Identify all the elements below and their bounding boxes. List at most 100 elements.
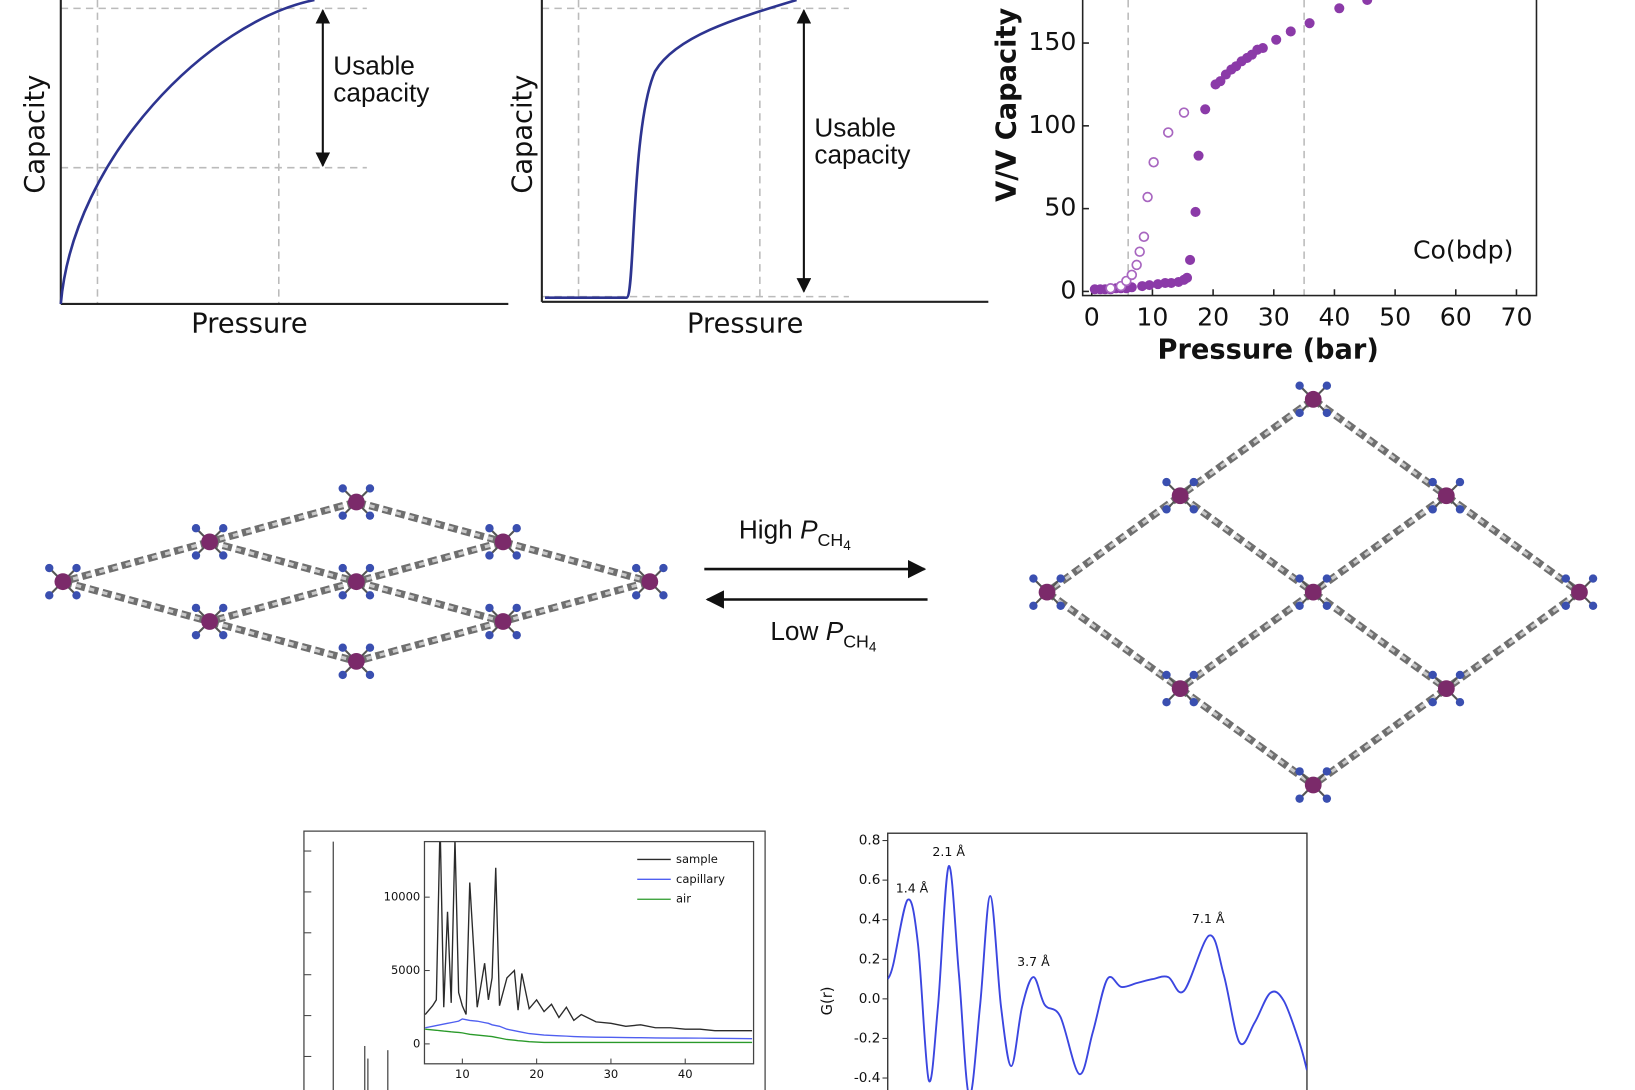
annotation-box: Usable capacity xyxy=(814,114,910,169)
data-point xyxy=(1215,76,1226,87)
peak-annotation: 2.1 Å xyxy=(932,844,965,859)
metal-node xyxy=(347,652,365,670)
linker-front xyxy=(1312,687,1448,787)
y-tick-label: 0 xyxy=(1060,275,1076,304)
nitrogen-atom xyxy=(1162,477,1171,487)
linker-front xyxy=(1046,494,1182,594)
data-point xyxy=(1334,3,1345,14)
linker-front xyxy=(1046,590,1182,690)
plot-frame xyxy=(1081,0,1538,297)
data-point xyxy=(1142,191,1153,203)
nitrogen-atom xyxy=(1428,698,1437,707)
nitrogen-atom xyxy=(219,524,228,533)
nitrogen-atom xyxy=(512,603,521,613)
linker-back xyxy=(502,538,651,586)
linker-front xyxy=(1179,687,1315,787)
nitrogen-atom xyxy=(1295,767,1304,776)
linker-back xyxy=(355,617,505,665)
nitrogen-atom xyxy=(191,603,201,613)
data-point xyxy=(1271,34,1282,45)
legend-label: air xyxy=(676,892,691,906)
nitrogen-atom xyxy=(1189,670,1198,680)
data-point xyxy=(1362,0,1373,6)
nitrogen-atom xyxy=(1455,505,1465,514)
metal-node xyxy=(347,573,365,591)
nitrogen-atom xyxy=(1428,477,1437,487)
nitrogen-atom xyxy=(1561,574,1571,583)
arrow-label: High PCH4 xyxy=(739,514,851,552)
y-tick-label: 0.4 xyxy=(859,912,881,928)
data-point xyxy=(1144,280,1155,291)
data-point xyxy=(1181,272,1193,283)
linker-back xyxy=(208,617,358,665)
linker-front xyxy=(1312,398,1448,498)
plot-frame xyxy=(887,832,1308,1090)
linker-front xyxy=(1312,494,1448,594)
data-point xyxy=(1148,157,1159,168)
metal-node xyxy=(1304,583,1322,601)
linker-front xyxy=(1312,590,1448,690)
nitrogen-atom xyxy=(1428,505,1437,514)
nitrogen-atom xyxy=(485,630,494,640)
isotherm-curve xyxy=(59,0,315,305)
nitrogen-atom xyxy=(45,563,54,573)
nitrogen-atom xyxy=(1588,574,1598,583)
nitrogen-atom xyxy=(1322,601,1332,610)
x-tick-label: 20 xyxy=(1197,303,1229,332)
linker-front xyxy=(502,580,651,624)
y-tick-label: 100 xyxy=(1028,110,1076,139)
nitrogen-atom xyxy=(1056,574,1065,583)
x-tick-label: 10 xyxy=(455,1067,470,1081)
nitrogen-atom xyxy=(1322,381,1332,390)
data-point xyxy=(1178,107,1190,118)
nitrogen-atom xyxy=(485,524,494,533)
y-tick-label: 0.0 xyxy=(859,991,881,1007)
data-point xyxy=(1131,259,1142,271)
legend-label: capillary xyxy=(676,872,725,886)
linker-front xyxy=(1445,590,1581,690)
linker-back xyxy=(61,538,211,586)
y-tick-label: 5000 xyxy=(391,963,420,977)
y-tick-label: 50 xyxy=(1044,193,1076,222)
y-tick-label: 150 xyxy=(1028,27,1076,56)
data-point xyxy=(1257,42,1268,54)
y-tick-label: -0.2 xyxy=(854,1030,881,1046)
atom-count: 4 xyxy=(869,639,877,654)
gas-subscript: CH xyxy=(818,530,844,550)
nitrogen-atom xyxy=(1295,794,1304,803)
series-line xyxy=(424,841,753,1032)
y-axis-label: Capacity xyxy=(508,75,539,194)
data-point xyxy=(1126,269,1138,281)
nitrogen-atom xyxy=(1588,601,1598,610)
data-point xyxy=(1105,283,1116,294)
gas-subscript: CH xyxy=(843,631,869,651)
nitrogen-atom xyxy=(338,511,347,520)
nitrogen-atom xyxy=(1322,767,1332,776)
linker-back xyxy=(208,498,358,546)
plot-area xyxy=(887,865,1307,1090)
y-tick-label: 0 xyxy=(413,1036,420,1050)
arrow-label: Low PCH4 xyxy=(770,616,877,654)
linker-front xyxy=(209,500,357,544)
nitrogen-atom xyxy=(1455,670,1465,680)
x-tick-label: 40 xyxy=(1318,303,1350,332)
nitrogen-atom xyxy=(191,551,201,560)
atom-count: 4 xyxy=(843,538,851,553)
nitrogen-atom xyxy=(1056,601,1065,610)
linker-back xyxy=(355,578,505,626)
nitrogen-atom xyxy=(72,591,81,600)
label-text: Low xyxy=(770,616,818,646)
linker-back xyxy=(502,578,651,626)
nitrogen-atom xyxy=(1561,601,1571,610)
nitrogen-atom xyxy=(631,591,641,600)
series-annotation: Co(bdp) xyxy=(1413,236,1513,265)
metal-node xyxy=(1171,487,1189,505)
linker-back xyxy=(355,538,505,586)
nitrogen-atom xyxy=(1322,574,1332,583)
x-tick-label: 0 xyxy=(1084,303,1100,332)
annotation-box: Usable capacity xyxy=(333,52,429,106)
nitrogen-atom xyxy=(338,484,347,493)
nitrogen-atom xyxy=(1295,381,1304,390)
nitrogen-atom xyxy=(1428,670,1437,680)
